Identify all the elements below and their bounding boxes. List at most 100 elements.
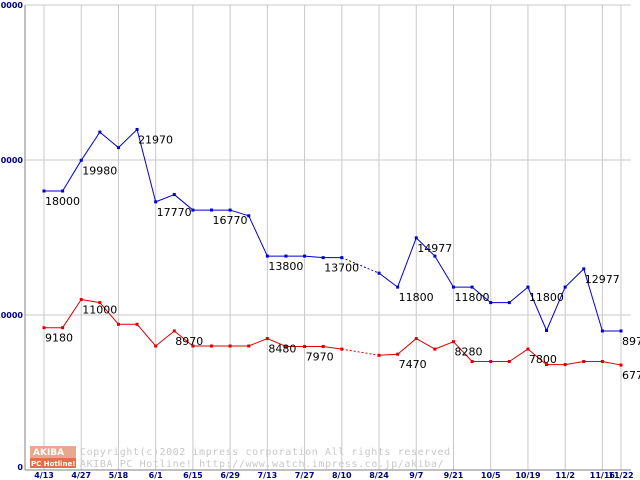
- series-1-segment: [453, 341, 473, 362]
- series-0-point: [172, 193, 176, 197]
- series-1-segment: [527, 348, 547, 365]
- series-0-point: [545, 329, 549, 332]
- series-1-point: [265, 337, 269, 341]
- y-tick-label: 20000: [0, 156, 23, 165]
- series-0-point: [191, 208, 195, 212]
- x-tick-label: 8/24: [369, 471, 389, 480]
- series-0-segment: [341, 257, 380, 274]
- series-0-point: [154, 200, 158, 204]
- series-0-point: [340, 256, 344, 260]
- series-0-segment: [99, 131, 119, 148]
- x-tick-label: 5/18: [109, 471, 129, 480]
- series-1-point: [377, 353, 381, 357]
- akiba-logo-top-text: AKIBA: [33, 448, 64, 458]
- series-1-point: [619, 363, 623, 367]
- series-1-segment: [379, 353, 398, 356]
- series-0-segment: [415, 237, 436, 257]
- data-labels: 18000 19980 21970 17770 16770 13800 13700 11800…: [45, 133, 640, 382]
- series-0-point: [61, 189, 65, 193]
- series-0-point: [507, 301, 511, 305]
- series-0-segment: [80, 131, 101, 161]
- series-0-point: [433, 254, 437, 258]
- series-1-point: [507, 360, 511, 363]
- series-0-segment: [471, 286, 492, 303]
- series-1-point: [191, 344, 195, 348]
- x-tick-label: 6/1: [149, 471, 163, 480]
- akiba-logo-top-box: [30, 446, 76, 458]
- data-label: 14977: [417, 242, 452, 255]
- series-1-point: [600, 360, 604, 363]
- series-1-point: [154, 344, 158, 348]
- series-0-point: [377, 271, 381, 275]
- x-tick-label: 10/19: [515, 471, 541, 480]
- data-label: 19980: [82, 164, 117, 177]
- series-1-segment: [248, 338, 268, 347]
- series-0-point: [414, 236, 418, 240]
- y-tick-label: 10000: [0, 311, 23, 320]
- x-tick-label: 11/16: [590, 471, 616, 480]
- series-1-point: [284, 344, 288, 348]
- series-0-point: [98, 130, 102, 134]
- series-1-point: [433, 347, 437, 351]
- series-0-point: [42, 189, 46, 193]
- data-label: 13700: [324, 262, 359, 275]
- series-0-segment: [434, 255, 454, 288]
- series-0-point: [451, 285, 455, 289]
- url-line: AKIBA PC Hotline! http://www.watch.impre…: [80, 459, 444, 470]
- series-1-point: [61, 326, 65, 330]
- series-1-segment: [323, 345, 342, 350]
- series-0-point: [600, 329, 604, 333]
- x-tick-label: 8/10: [332, 471, 352, 480]
- x-tick-label: 10/5: [481, 471, 501, 480]
- series-0-point: [265, 254, 269, 258]
- x-tick-label: 4/13: [34, 471, 54, 480]
- series-1-point: [470, 360, 474, 363]
- series-1-point: [247, 344, 251, 348]
- data-label: 7470: [399, 358, 427, 371]
- series-1-segment: [434, 341, 454, 350]
- data-label: 18000: [45, 195, 80, 208]
- series-1-segment: [416, 338, 436, 350]
- series-1-point: [135, 322, 139, 326]
- series-0-point: [303, 254, 307, 258]
- data-label: 13800: [268, 260, 303, 273]
- series-0-point: [526, 285, 530, 289]
- series-1-point: [489, 360, 493, 363]
- series-0-segment: [583, 268, 603, 332]
- series-1-segment: [81, 299, 100, 304]
- grid: [25, 4, 631, 471]
- series-0-segment: [248, 215, 268, 257]
- series-1-segment: [341, 348, 380, 356]
- series-1-point: [340, 347, 344, 351]
- x-tick-label: 11/22: [608, 471, 633, 480]
- data-label: 11800: [399, 291, 434, 304]
- data-label: 16770: [213, 214, 248, 227]
- series-1-point: [303, 344, 307, 348]
- series-0-segment: [304, 255, 324, 259]
- series-1-segment: [155, 330, 175, 347]
- x-tick-label: 9/21: [444, 471, 464, 480]
- data-label: 11800: [529, 291, 564, 304]
- series-1-segment: [602, 361, 622, 366]
- y-tick-label: 0: [17, 463, 23, 472]
- series-1-segment: [62, 299, 82, 328]
- series-0-segment: [546, 286, 566, 331]
- watermark: AKIBA PC Hotline! Copyright(c)2002 impre…: [30, 446, 457, 470]
- data-label: 8970: [622, 335, 640, 348]
- series-1-segment: [99, 302, 119, 325]
- series-1-segment: [397, 338, 417, 355]
- series-0-segment: [62, 160, 82, 192]
- series-1-point: [582, 360, 586, 363]
- series-0-point: [79, 158, 83, 162]
- series-0-segment: [564, 268, 585, 288]
- x-tick-label: 9/7: [409, 471, 423, 480]
- series-1-segment: [136, 323, 157, 347]
- akiba-logo-bottom-text: PC Hotline!: [31, 460, 75, 468]
- series-0-point: [135, 127, 139, 131]
- series-1-point: [116, 322, 120, 326]
- series-0-point: [247, 214, 251, 218]
- series-1-point: [563, 363, 567, 367]
- series-1-point: [545, 363, 549, 367]
